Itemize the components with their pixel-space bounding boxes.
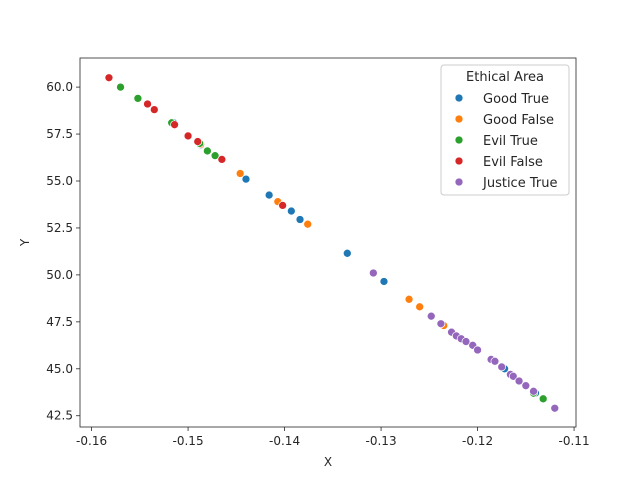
data-point	[193, 137, 203, 146]
y-tick-label: 60.0	[46, 80, 73, 94]
data-point	[461, 337, 471, 346]
legend-label: Good False	[483, 113, 554, 128]
y-axis-title: Y	[18, 238, 32, 247]
data-point	[143, 99, 152, 109]
data-point	[286, 206, 296, 216]
legend: Ethical Area Good True Good False Evil Tru…	[440, 64, 570, 196]
legend-marker	[454, 93, 464, 103]
legend-label: Evil True	[483, 134, 538, 149]
y-tick-label: 52.5	[46, 221, 73, 235]
data-point	[369, 268, 378, 278]
y-tick-label: 57.5	[46, 127, 73, 141]
data-point	[210, 151, 220, 160]
data-point	[426, 311, 436, 321]
y-axis: 42.5 45.0 47.5 50.0 52.5 55.0 57.5 60.0	[46, 80, 80, 423]
plot-area-frame	[79, 57, 577, 428]
data-point	[538, 394, 548, 404]
data-point	[133, 94, 143, 103]
y-tick-label: 42.5	[46, 409, 73, 423]
y-tick-label: 45.0	[46, 362, 73, 376]
data-point	[217, 155, 227, 164]
legend-label: Justice True	[482, 176, 557, 191]
data-point	[529, 386, 538, 396]
data-point	[303, 219, 313, 229]
x-tick-label: -0.15	[173, 434, 204, 448]
data-point	[404, 294, 414, 304]
data-point	[295, 215, 305, 224]
data-points	[104, 73, 560, 413]
data-point	[508, 371, 518, 381]
data-point	[342, 248, 352, 258]
legend-marker	[454, 135, 464, 145]
data-point	[278, 201, 287, 210]
data-point	[116, 82, 125, 92]
data-point	[415, 302, 425, 312]
data-point	[497, 362, 507, 372]
x-axis-title: X	[324, 455, 332, 469]
data-point	[490, 356, 500, 366]
legend-label: Evil False	[483, 155, 543, 170]
data-point	[183, 131, 193, 141]
y-tick-label: 47.5	[46, 315, 73, 329]
legend-box	[440, 64, 570, 196]
data-point	[514, 376, 524, 386]
data-point	[104, 73, 114, 83]
data-point	[241, 174, 251, 184]
x-tick-label: -0.13	[366, 434, 397, 448]
legend-marker	[454, 177, 464, 187]
data-point	[235, 169, 245, 178]
data-point	[550, 403, 560, 413]
x-tick-label: -0.12	[462, 434, 493, 448]
legend-marker	[454, 156, 464, 166]
x-tick-label: -0.14	[269, 434, 300, 448]
data-point	[203, 146, 212, 156]
data-point	[436, 319, 446, 329]
x-tick-label: -0.11	[559, 434, 590, 448]
data-point	[264, 190, 274, 200]
data-point	[149, 105, 159, 114]
y-tick-label: 55.0	[46, 174, 73, 188]
legend-title: Ethical Area	[466, 70, 544, 85]
legend-label: Good True	[483, 92, 549, 107]
legend-items: Good True Good False Evil True Evil False Ju…	[454, 92, 557, 191]
x-tick-label: -0.16	[76, 434, 107, 448]
y-tick-label: 50.0	[46, 268, 73, 282]
data-point	[473, 345, 482, 355]
x-axis: -0.16 -0.15 -0.14 -0.13 -0.12 -0.11	[76, 427, 590, 448]
data-point	[521, 381, 531, 391]
data-point	[170, 120, 179, 130]
legend-marker	[454, 114, 464, 124]
data-point	[379, 277, 389, 286]
